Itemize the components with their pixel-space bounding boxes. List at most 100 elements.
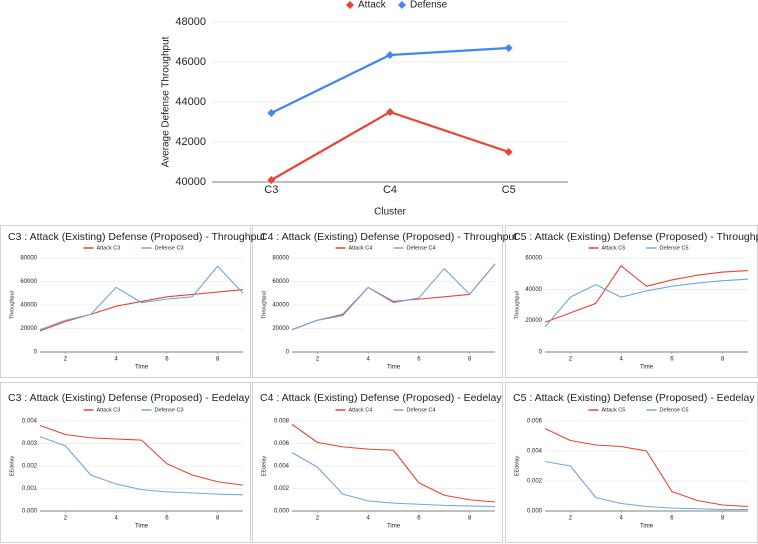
y-tick-label: 48000 bbox=[175, 16, 206, 28]
y-tick-label: 46000 bbox=[175, 56, 206, 68]
y-tick-label: 0.003 bbox=[22, 441, 38, 447]
point-marker bbox=[267, 109, 276, 117]
y-tick-label: 0.000 bbox=[22, 509, 38, 515]
point-marker bbox=[504, 44, 513, 52]
y-tick-label: 0 bbox=[34, 350, 38, 356]
y-tick-label: 60000 bbox=[272, 279, 289, 285]
x-tick-label: 2 bbox=[316, 516, 320, 522]
x-tick-label: C4 bbox=[383, 184, 397, 196]
point-marker bbox=[267, 176, 276, 184]
legend-label: Attack C3 bbox=[97, 407, 121, 413]
series-line bbox=[39, 265, 244, 331]
legend-label: Defense C5 bbox=[660, 407, 689, 413]
y-tick-label: 40000 bbox=[272, 303, 289, 309]
point-marker bbox=[386, 51, 394, 59]
x-tick-label: 8 bbox=[721, 357, 725, 363]
x-tick-label: 4 bbox=[619, 516, 623, 522]
series-line bbox=[544, 278, 749, 328]
y-tick-label: 40000 bbox=[175, 176, 206, 188]
y-tick-label: 0.006 bbox=[527, 419, 543, 425]
x-axis-title: Time bbox=[640, 524, 654, 530]
x-tick-label: 2 bbox=[316, 357, 320, 363]
x-tick-label: 4 bbox=[366, 357, 370, 363]
panel-border bbox=[505, 382, 758, 543]
chart-title: C3 : Attack (Existing) Defense (Proposed… bbox=[8, 392, 250, 404]
y-axis-title: EEdelay bbox=[9, 456, 15, 477]
y-axis-title: Throughput bbox=[9, 290, 15, 319]
y-tick-label: 0.001 bbox=[22, 486, 38, 492]
x-tick-label: 4 bbox=[114, 357, 118, 363]
legend-label: Defense C4 bbox=[407, 407, 436, 413]
series-line bbox=[291, 263, 496, 331]
x-tick-label: 8 bbox=[721, 516, 725, 522]
y-tick-label: 60000 bbox=[20, 279, 37, 285]
point-marker bbox=[386, 108, 394, 116]
x-tick-label: 6 bbox=[417, 357, 421, 363]
y-axis-title: EEdelay bbox=[514, 456, 520, 477]
x-tick-label: 6 bbox=[670, 516, 674, 522]
x-axis-title: Time bbox=[387, 365, 401, 371]
series-line bbox=[39, 289, 244, 332]
x-tick-label: 2 bbox=[64, 516, 68, 522]
x-tick-label: 8 bbox=[468, 516, 472, 522]
x-axis-title: Time bbox=[135, 524, 149, 530]
y-axis-title: Average Defense Throughput bbox=[161, 36, 172, 167]
y-tick-label: 0.006 bbox=[274, 441, 290, 447]
y-axis-title: Throughput bbox=[514, 290, 520, 319]
y-tick-label: 20000 bbox=[525, 318, 542, 324]
legend-label: Defense C4 bbox=[407, 245, 436, 251]
y-tick-label: 0.002 bbox=[274, 486, 290, 492]
series-line bbox=[39, 424, 244, 486]
panel-border bbox=[252, 382, 503, 543]
x-tick-label: 6 bbox=[417, 516, 421, 522]
legend-label: Attack C5 bbox=[602, 407, 626, 413]
legend-label: Attack C3 bbox=[97, 245, 121, 251]
y-tick-label: 0.002 bbox=[527, 479, 543, 485]
legend-label: Attack C4 bbox=[349, 407, 373, 413]
y-tick-label: 0.000 bbox=[527, 509, 543, 515]
x-tick-label: 8 bbox=[216, 357, 220, 363]
x-tick-label: C3 bbox=[264, 184, 278, 196]
series-line bbox=[291, 423, 496, 503]
y-tick-label: 0.004 bbox=[274, 464, 290, 470]
y-tick-label: 20000 bbox=[272, 326, 289, 332]
x-tick-label: 4 bbox=[114, 516, 118, 522]
legend-label: Defense C3 bbox=[155, 245, 184, 251]
x-axis-title: Cluster bbox=[374, 207, 406, 218]
x-tick-label: 6 bbox=[165, 357, 169, 363]
y-tick-label: 80000 bbox=[20, 256, 37, 262]
legend-label: Defense bbox=[410, 0, 448, 11]
y-tick-label: 20000 bbox=[20, 326, 37, 332]
legend-label: Attack bbox=[358, 0, 387, 11]
y-tick-label: 0.008 bbox=[274, 419, 290, 425]
panel-border bbox=[0, 382, 251, 543]
legend-marker bbox=[398, 1, 406, 9]
y-tick-label: 0.004 bbox=[22, 419, 38, 425]
y-axis-title: Throughput bbox=[261, 290, 267, 319]
series-line bbox=[270, 110, 510, 181]
legend-label: Defense C3 bbox=[155, 407, 184, 413]
legend-marker bbox=[346, 1, 354, 9]
x-tick-label: 6 bbox=[165, 516, 169, 522]
x-tick-label: 2 bbox=[569, 516, 573, 522]
y-tick-label: 60000 bbox=[525, 256, 542, 262]
x-tick-label: 2 bbox=[569, 357, 573, 363]
y-tick-label: 0 bbox=[539, 350, 543, 356]
point-marker bbox=[504, 148, 513, 156]
x-tick-label: 4 bbox=[366, 516, 370, 522]
x-tick-label: 8 bbox=[216, 516, 220, 522]
series-line bbox=[544, 460, 748, 511]
panel-border bbox=[0, 225, 251, 378]
legend-label: Attack C5 bbox=[602, 245, 626, 251]
y-tick-label: 40000 bbox=[525, 287, 542, 293]
series-line bbox=[544, 428, 749, 508]
y-tick-label: 80000 bbox=[272, 256, 289, 262]
x-tick-label: C5 bbox=[502, 184, 516, 196]
y-tick-label: 44000 bbox=[175, 96, 206, 108]
series-line bbox=[544, 265, 749, 323]
y-tick-label: 0.002 bbox=[22, 464, 38, 470]
x-axis-title: Time bbox=[135, 365, 149, 371]
x-tick-label: 2 bbox=[64, 357, 68, 363]
chart-title: C5 : Attack (Existing) Defense (Proposed… bbox=[513, 392, 755, 404]
